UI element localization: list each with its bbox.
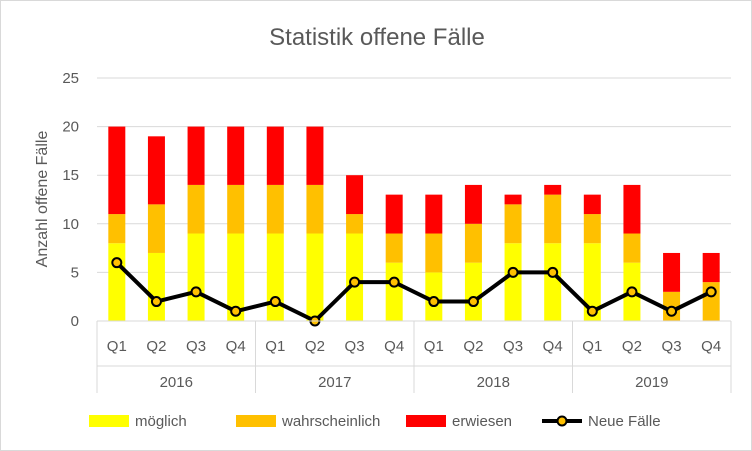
bar-segment: [306, 233, 324, 321]
bar-segment: [544, 243, 562, 321]
y-tick-label: 5: [71, 264, 79, 281]
bar-segment: [702, 252, 720, 283]
line-point: [705, 286, 717, 298]
legend-label: möglich: [135, 413, 187, 430]
bar-segment: [187, 184, 205, 234]
bar-segment: [504, 194, 522, 205]
x-group-label: 2018: [477, 374, 510, 391]
bar-segment: [385, 233, 403, 263]
bar-segment: [346, 214, 364, 234]
bar-segment: [108, 126, 126, 215]
bar-segment: [583, 194, 601, 215]
chart-title: Statistik offene Fälle: [269, 24, 485, 51]
x-tick-label: Q4: [701, 338, 721, 355]
bar-segment: [187, 126, 205, 185]
line-point: [349, 276, 361, 288]
bar-segment: [346, 175, 364, 215]
bar-segment: [464, 262, 482, 321]
bar-segment: [187, 233, 205, 321]
y-tick-label: 0: [71, 313, 79, 330]
bar-segment: [227, 126, 245, 185]
bar-segment: [227, 184, 245, 234]
line-point: [586, 305, 598, 317]
x-tick-label: Q3: [186, 338, 206, 355]
bar-segment: [464, 184, 482, 224]
line-point: [388, 276, 400, 288]
x-tick-label: Q4: [384, 338, 404, 355]
y-tick-label: 15: [62, 167, 79, 184]
bar-segment: [266, 184, 284, 234]
x-tick-label: Q2: [622, 338, 642, 355]
legend-marker: [556, 415, 568, 427]
bar-segment: [147, 252, 165, 321]
y-tick-label: 25: [62, 70, 79, 87]
legend-swatch: [89, 415, 129, 427]
bar-segment: [583, 243, 601, 321]
bar-segment: [504, 243, 522, 321]
legend-swatch: [406, 415, 446, 427]
bar-segment: [306, 126, 324, 185]
x-group-label: 2017: [318, 374, 351, 391]
x-group-label: 2019: [635, 374, 668, 391]
bar-segment: [266, 233, 284, 321]
y-axis-title: Anzahl offene Fälle: [34, 131, 51, 268]
bar-segment: [108, 214, 126, 244]
x-tick-label: Q1: [424, 338, 444, 355]
bar-segment: [266, 126, 284, 185]
x-tick-label: Q1: [107, 338, 127, 355]
line-point: [626, 286, 638, 298]
bar-segment: [544, 184, 562, 195]
line-point: [507, 266, 519, 278]
legend-label: erwiesen: [452, 413, 512, 430]
bar-segment: [227, 233, 245, 321]
bar-segment: [663, 252, 681, 292]
bar-segment: [425, 194, 443, 234]
y-tick-label: 10: [62, 216, 79, 233]
x-tick-label: Q2: [146, 338, 166, 355]
bar-segment: [623, 184, 641, 234]
x-tick-label: Q2: [305, 338, 325, 355]
line-point: [666, 305, 678, 317]
x-tick-label: Q2: [463, 338, 483, 355]
legend-layer: möglich wahrscheinlich erwiesen Neue Fälle: [89, 413, 661, 430]
line-point: [190, 286, 202, 298]
y-tick-label: 20: [62, 119, 79, 136]
bar-segment: [464, 223, 482, 263]
x-tick-label: Q4: [226, 338, 246, 355]
line-point: [150, 296, 162, 308]
bar-segment: [306, 184, 324, 234]
bar-segment: [623, 233, 641, 263]
legend-label: Neue Fälle: [588, 413, 661, 430]
bar-segment: [385, 194, 403, 234]
axis-layer: 0 5 10 15 20 25 Q1 Q2 Q3 Q4 Q1 Q2 Q3 Q4 Q1 Q2 Q3 Q4 Q1 Q2 Q3…: [62, 70, 732, 393]
line-point: [467, 296, 479, 308]
x-tick-label: Q4: [543, 338, 563, 355]
x-tick-label: Q3: [345, 338, 365, 355]
bar-segment: [544, 194, 562, 244]
x-tick-label: Q3: [662, 338, 682, 355]
line-point: [547, 266, 559, 278]
x-tick-label: Q1: [265, 338, 285, 355]
x-group-label: 2016: [160, 374, 193, 391]
bar-segment: [583, 214, 601, 244]
x-tick-label: Q3: [503, 338, 523, 355]
line-point: [428, 296, 440, 308]
bar-segment: [425, 233, 443, 273]
x-tick-label: Q1: [582, 338, 602, 355]
bar-segment: [147, 204, 165, 253]
bar-segment: [504, 204, 522, 244]
line-point: [111, 257, 123, 269]
bar-segment: [108, 243, 126, 321]
line-layer: [111, 257, 717, 327]
line-point: [269, 296, 281, 308]
line-point: [230, 305, 242, 317]
legend-swatch: [236, 415, 276, 427]
bar-segment: [385, 262, 403, 321]
line-series-neue-faelle: [115, 261, 713, 323]
legend-label: wahrscheinlich: [281, 413, 380, 430]
bar-segment: [147, 136, 165, 205]
